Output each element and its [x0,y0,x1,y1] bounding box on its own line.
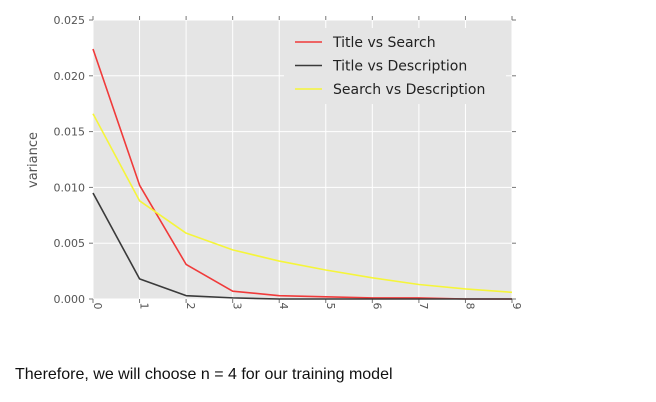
series-line-search-vs-description [92,113,513,294]
series-line-title-vs-description [92,192,512,300]
x-tick-label: 1 [138,303,151,310]
x-tick-label: 5 [324,303,337,310]
y-tick-label: 0.020 [54,70,86,83]
series-lines [92,48,513,300]
caption-text: Therefore, we will choose n = 4 for our … [15,366,393,383]
y-tick-label: 0.005 [54,237,86,250]
y-axis-label: variance [26,132,41,188]
y-tick-label: 0.000 [54,293,86,306]
axis-ticks: 0 1 2 3 4 5 6 7 8 9 0.000 0.005 0.010 0.015 0.020 0.025 [54,14,524,310]
y-tick-label: 0.010 [54,181,86,194]
x-tick-label: 0 [91,303,104,310]
x-tick-label: 4 [277,303,290,310]
legend-label-search-vs-description: Search vs Description [333,82,485,98]
x-tick-label: 9 [510,303,523,310]
legend: Title vs Search Title vs Description Searc… [284,28,506,104]
y-tick-label: 0.015 [54,126,86,139]
x-tick-label: 2 [184,303,197,310]
x-tick-label: 6 [370,303,383,310]
legend-label-title-vs-search: Title vs Search [332,35,436,51]
y-tick-label: 0.025 [54,14,86,27]
x-tick-label: 3 [231,303,244,310]
legend-label-title-vs-description: Title vs Description [332,59,467,75]
x-tick-label: 8 [463,303,476,310]
variance-chart: 0 1 2 3 4 5 6 7 8 9 0.000 0.005 0.010 0.015 0.020 0.025… [26,14,524,310]
x-tick-label: 7 [417,303,430,310]
